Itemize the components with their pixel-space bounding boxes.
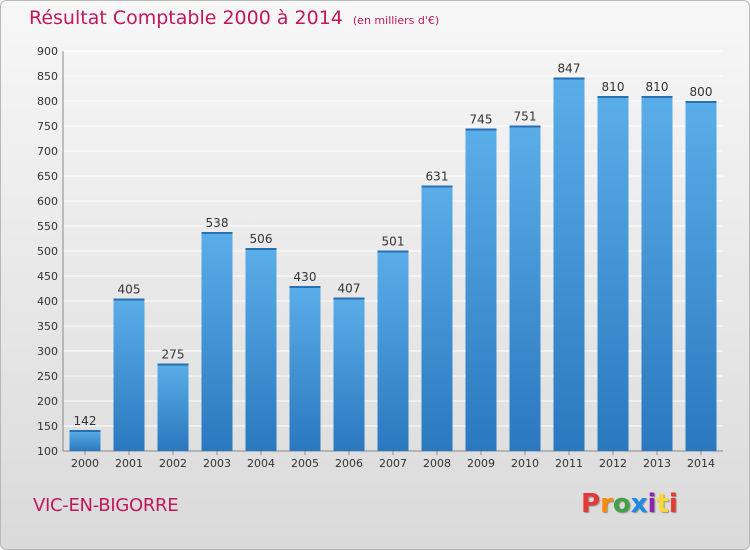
bar bbox=[597, 96, 629, 451]
chart-unit-label: (en milliers d'€) bbox=[352, 14, 440, 27]
bar-top-edge bbox=[289, 286, 321, 288]
logo-letter: t bbox=[656, 489, 669, 519]
data-label: 275 bbox=[162, 348, 185, 362]
y-tick-label: 800 bbox=[37, 95, 58, 108]
bar-top-edge bbox=[69, 430, 101, 432]
logo-letter: i bbox=[668, 489, 678, 519]
x-tick-label: 2013 bbox=[643, 457, 671, 470]
bar-top-edge bbox=[509, 125, 541, 128]
bar-top-edge bbox=[553, 77, 585, 80]
y-tick-label: 200 bbox=[37, 395, 58, 408]
y-tick-label: 400 bbox=[37, 295, 58, 308]
y-tick-label: 450 bbox=[37, 270, 58, 283]
bar-top-edge bbox=[641, 96, 673, 98]
data-label: 430 bbox=[294, 270, 317, 284]
x-tick-label: 2002 bbox=[159, 457, 187, 470]
y-tick-label: 600 bbox=[37, 195, 58, 208]
bar-top-edge bbox=[113, 298, 145, 301]
bar bbox=[421, 185, 453, 451]
location-name: VIC-EN-BIGORRE bbox=[33, 495, 179, 516]
data-label: 631 bbox=[426, 170, 449, 184]
data-label: 142 bbox=[74, 414, 97, 428]
x-tick-label: 2001 bbox=[115, 457, 143, 470]
bar bbox=[157, 363, 189, 451]
proxiti-logo: Proxiti bbox=[581, 489, 691, 523]
data-label: 810 bbox=[602, 80, 625, 94]
bar-top-edge bbox=[201, 232, 233, 234]
bar bbox=[245, 248, 277, 451]
y-tick-label: 900 bbox=[37, 45, 58, 58]
y-tick-label: 550 bbox=[37, 220, 58, 233]
y-tick-label: 250 bbox=[37, 370, 58, 383]
bar bbox=[465, 128, 497, 451]
chart-title-text: Résultat Comptable 2000 à 2014 bbox=[29, 7, 343, 29]
bar-top-edge bbox=[377, 250, 409, 253]
bar bbox=[113, 298, 145, 451]
bar-top-edge bbox=[157, 363, 189, 366]
x-tick-label: 2005 bbox=[291, 457, 319, 470]
bar bbox=[333, 297, 365, 451]
bar-top-edge bbox=[685, 101, 717, 103]
bar bbox=[201, 232, 233, 451]
bar-chart: 100 150 200 250 300 350 400 450 500 550 600 650 700 7… bbox=[37, 45, 723, 470]
data-label: 506 bbox=[250, 232, 273, 246]
y-tick-label: 750 bbox=[37, 120, 58, 133]
data-label: 501 bbox=[382, 235, 405, 249]
x-tick-label: 2006 bbox=[335, 457, 363, 470]
y-tick-label: 700 bbox=[37, 145, 58, 158]
chart-title: Résultat Comptable 2000 à 2014 (en millie… bbox=[29, 7, 439, 35]
bar bbox=[509, 125, 541, 451]
x-tick-label: 2004 bbox=[247, 457, 275, 470]
y-tick-label: 850 bbox=[37, 70, 58, 83]
y-tick-label: 350 bbox=[37, 320, 58, 333]
logo-letter: P bbox=[581, 489, 601, 519]
x-tick-label: 2011 bbox=[555, 457, 583, 470]
data-label: 751 bbox=[514, 110, 537, 124]
data-label: 745 bbox=[470, 113, 493, 127]
data-label: 847 bbox=[558, 62, 581, 76]
bar bbox=[685, 101, 717, 451]
bar bbox=[553, 77, 585, 451]
data-label: 407 bbox=[338, 282, 361, 296]
y-tick-label: 150 bbox=[37, 420, 58, 433]
bar-top-edge bbox=[597, 96, 629, 98]
x-tick-label: 2000 bbox=[71, 457, 99, 470]
y-tick-label: 500 bbox=[37, 245, 58, 258]
bar-top-edge bbox=[245, 248, 277, 250]
y-tick-label: 300 bbox=[37, 345, 58, 358]
x-tick-label: 2012 bbox=[599, 457, 627, 470]
bar bbox=[289, 286, 321, 451]
logo-letter: r bbox=[600, 489, 613, 519]
bar bbox=[69, 430, 101, 451]
logo-letter: o bbox=[612, 489, 631, 519]
bar-top-edge bbox=[333, 297, 365, 300]
data-label: 810 bbox=[646, 80, 669, 94]
x-tick-label: 2008 bbox=[423, 457, 451, 470]
x-tick-label: 2014 bbox=[687, 457, 715, 470]
data-label: 800 bbox=[690, 85, 713, 99]
y-tick-label: 650 bbox=[37, 170, 58, 183]
x-tick-label: 2010 bbox=[511, 457, 539, 470]
bar-top-edge bbox=[421, 185, 453, 188]
x-tick-label: 2009 bbox=[467, 457, 495, 470]
y-tick-label: 100 bbox=[37, 445, 58, 458]
logo-letter: x bbox=[630, 489, 648, 519]
bar bbox=[641, 96, 673, 451]
logo-letter: i bbox=[647, 489, 657, 519]
data-label: 405 bbox=[118, 283, 141, 297]
x-tick-label: 2007 bbox=[379, 457, 407, 470]
bar bbox=[377, 250, 409, 451]
bar-top-edge bbox=[465, 128, 497, 131]
data-label: 538 bbox=[206, 216, 229, 230]
x-tick-label: 2003 bbox=[203, 457, 231, 470]
